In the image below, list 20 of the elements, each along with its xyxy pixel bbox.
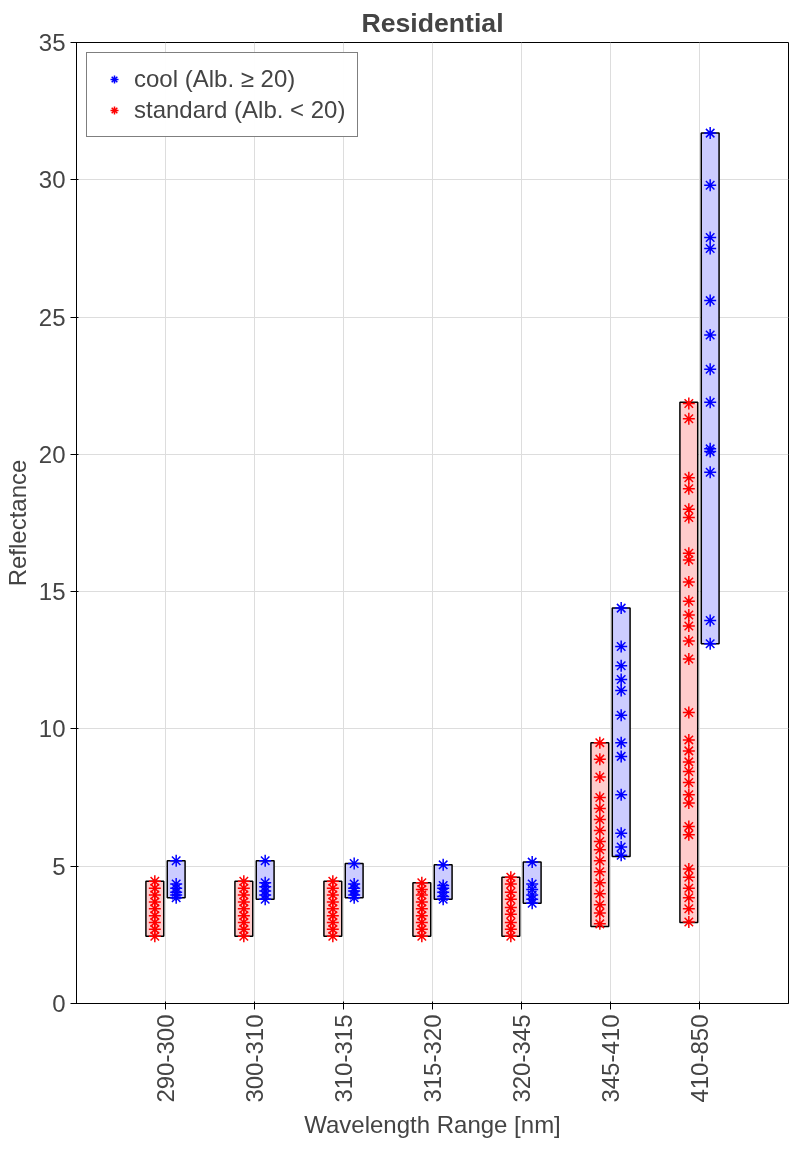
x-tick-label: 410-850: [686, 1014, 713, 1103]
y-tick-label: 35: [38, 29, 66, 56]
x-axis-title: Wavelength Range [nm]: [304, 1110, 561, 1138]
y-axis-title: Reflectance: [3, 459, 31, 587]
y-tick-label: 20: [38, 440, 66, 468]
x-tick-label: 310-315: [330, 1014, 357, 1103]
y-tick-label: 30: [38, 166, 66, 194]
chart-title: Residential: [361, 7, 504, 38]
y-tick-label: 10: [38, 715, 66, 743]
y-tick-label: 0: [52, 990, 66, 1017]
x-tick-label: 320-345: [508, 1014, 535, 1103]
x-tick-label: 315-320: [419, 1014, 446, 1103]
y-tick-label: 15: [38, 578, 66, 606]
y-tick-label: 5: [52, 852, 66, 880]
legend-label: cool (Alb. ≥ 20): [134, 65, 296, 93]
x-tick-label: 290-300: [152, 1014, 179, 1103]
x-tick-label: 345-410: [597, 1014, 624, 1103]
legend-label: standard (Alb. < 20): [134, 96, 346, 124]
x-tick-label: 300-310: [241, 1014, 268, 1103]
y-tick-label: 25: [38, 303, 66, 331]
